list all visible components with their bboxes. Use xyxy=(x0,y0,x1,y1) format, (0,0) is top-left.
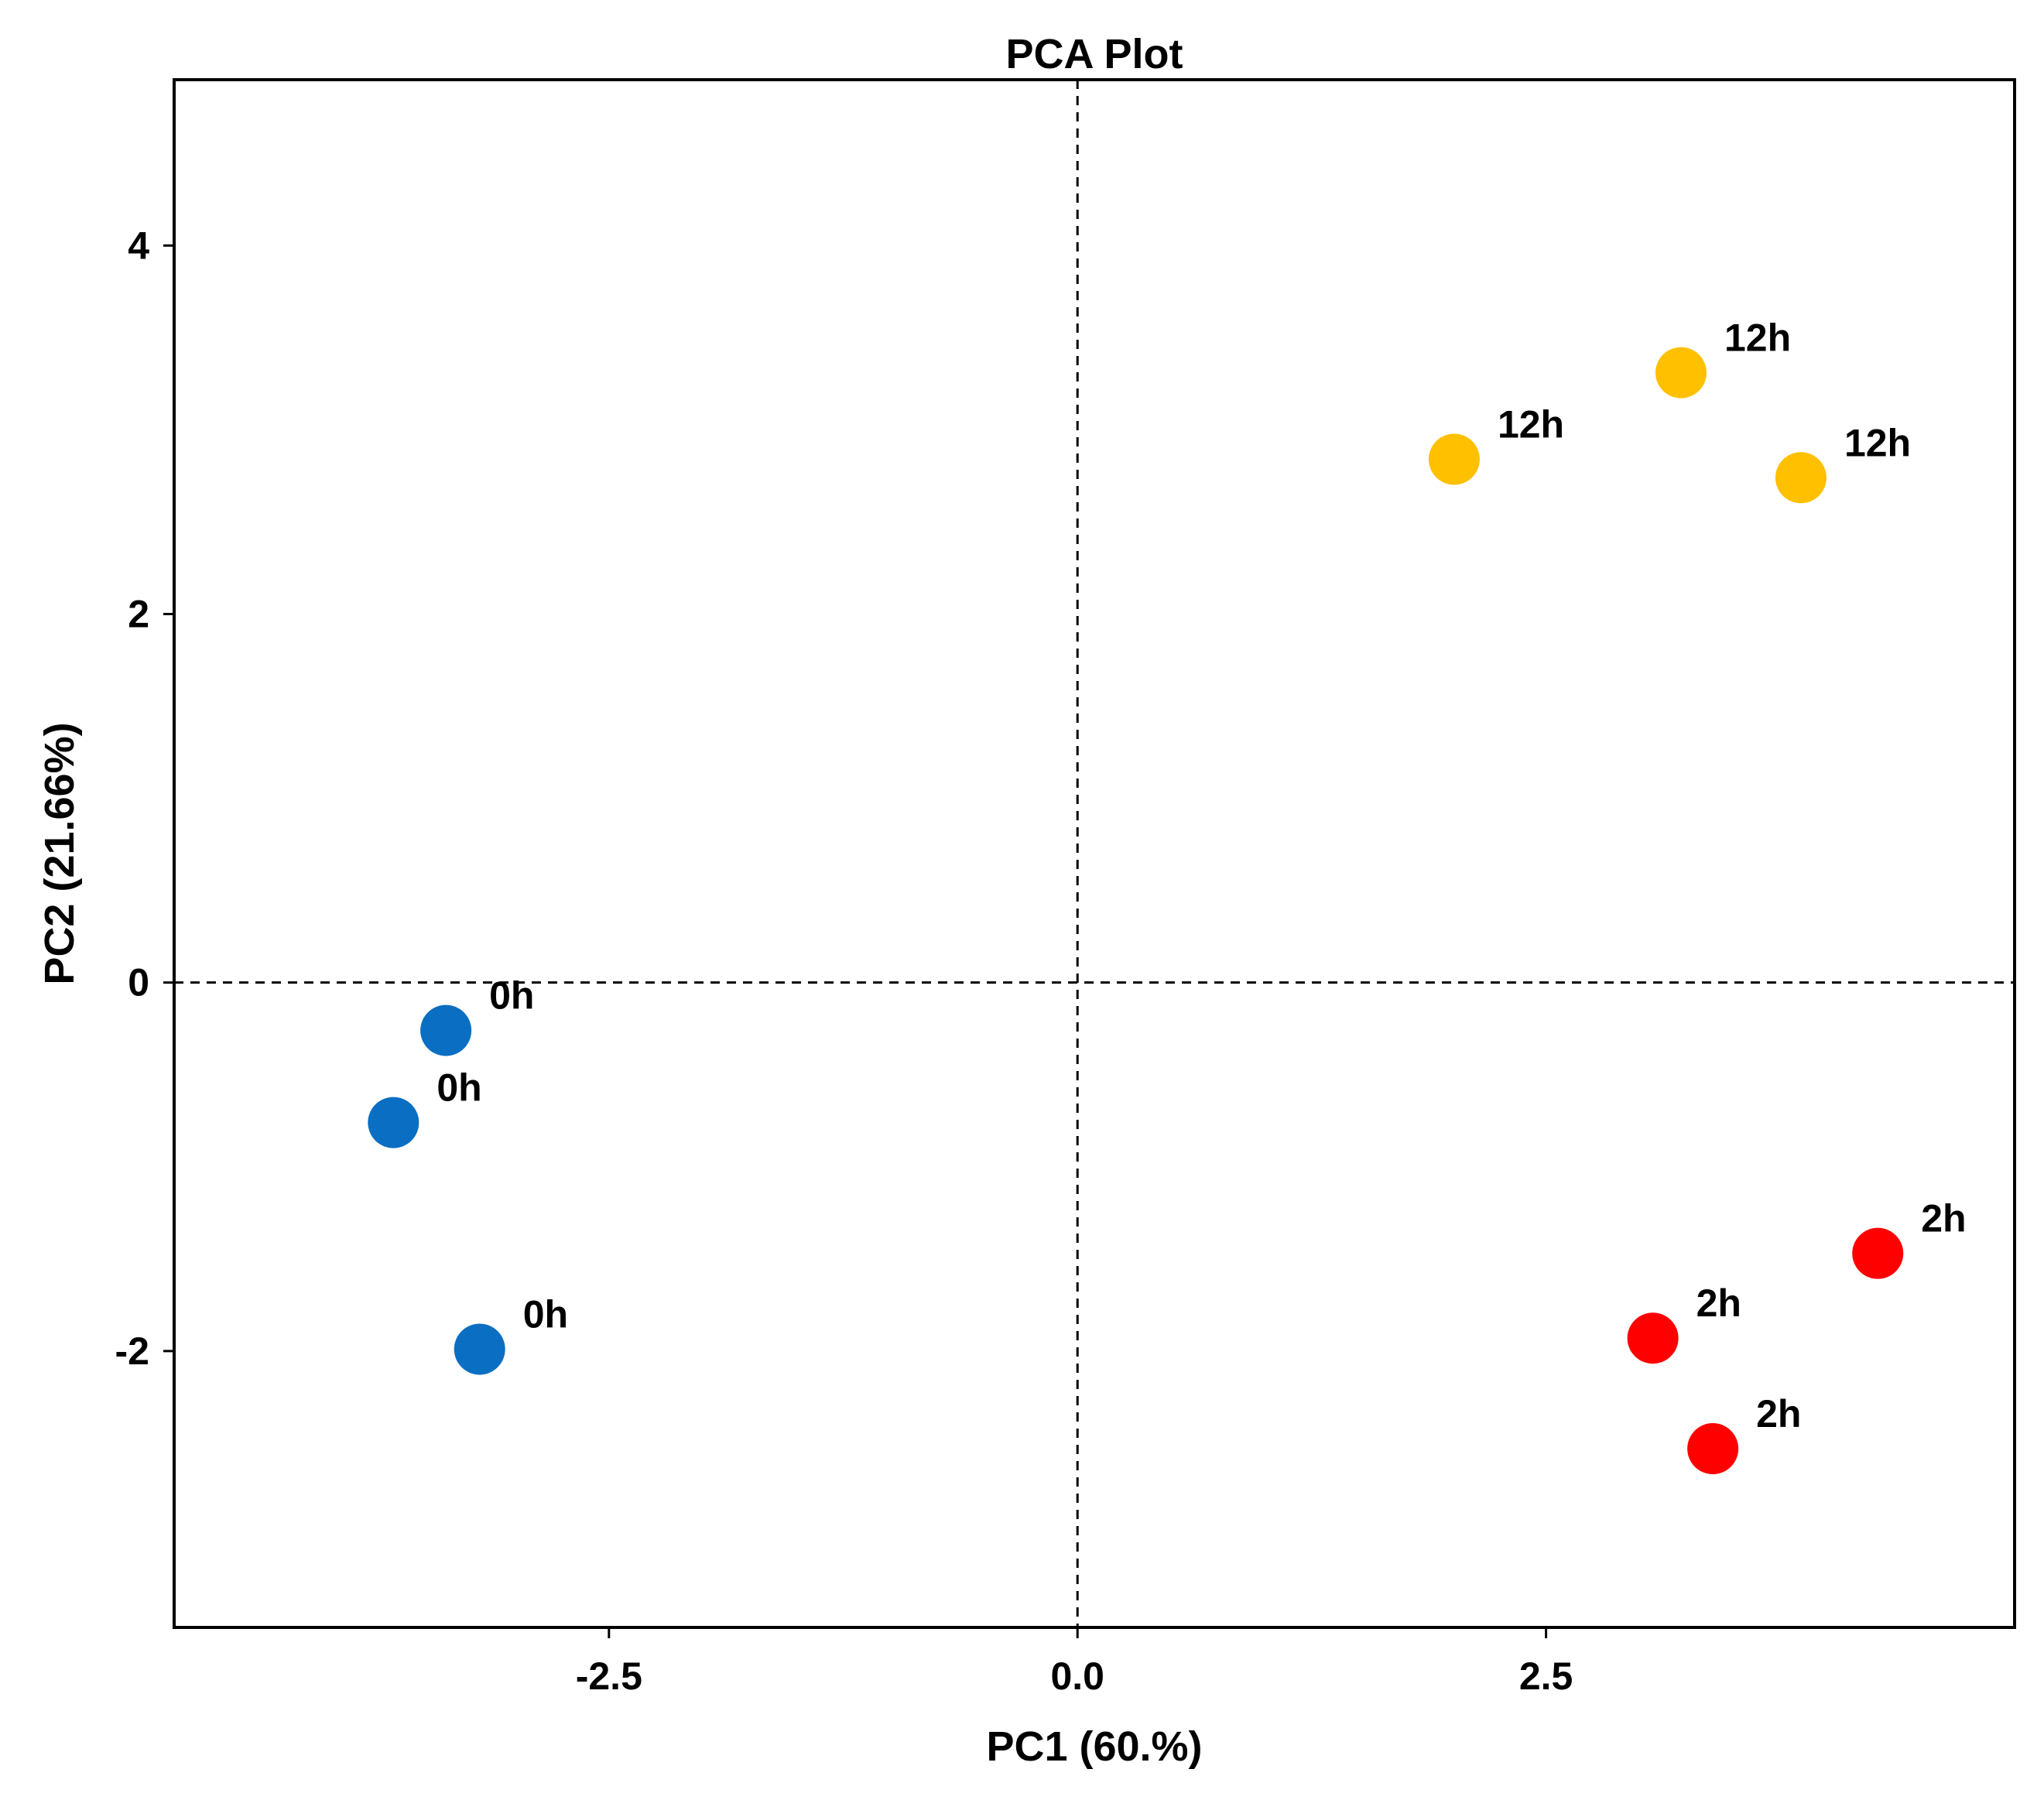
y-tick-label: 0 xyxy=(128,961,149,1004)
plot-frame xyxy=(173,78,2016,1629)
series-0h: 0h 0h 0h xyxy=(368,974,568,1375)
x-tick-label: -2.5 xyxy=(576,1655,642,1698)
data-point xyxy=(1428,433,1480,485)
point-label: 2h xyxy=(1756,1392,1801,1436)
point-label: 12h xyxy=(1724,317,1791,360)
data-point xyxy=(1775,452,1827,504)
data-point xyxy=(1687,1423,1739,1475)
reference-lines xyxy=(174,80,2015,1627)
y-axis-ticks: -2 0 2 4 xyxy=(115,224,174,1373)
chart-title: PCA Plot xyxy=(1006,31,1183,77)
series-12h: 12h 12h 12h xyxy=(1428,317,1911,504)
point-label: 12h xyxy=(1844,421,1911,464)
data-points: 0h 0h 0h 2h 2h 2h 12h 12h 12h xyxy=(368,317,1967,1475)
data-point xyxy=(454,1323,505,1375)
x-tick-label: 2.5 xyxy=(1519,1655,1573,1698)
x-axis-ticks: -2.5 0.0 2.5 xyxy=(576,1627,1573,1698)
point-label: 12h xyxy=(1498,402,1564,446)
data-point xyxy=(1655,347,1707,399)
point-label: 0h xyxy=(437,1066,481,1110)
y-tick-label: -2 xyxy=(115,1329,149,1373)
point-label: 0h xyxy=(489,974,534,1018)
y-tick-label: 2 xyxy=(128,592,149,635)
y-tick-label: 4 xyxy=(128,224,149,267)
y-axis-label: PC2 (21.66%) xyxy=(36,722,83,984)
point-label: 2h xyxy=(1696,1282,1741,1325)
point-label: 0h xyxy=(523,1292,568,1336)
data-point xyxy=(1852,1227,1904,1279)
series-2h: 2h 2h 2h xyxy=(1627,1197,1967,1475)
data-point xyxy=(368,1097,419,1148)
point-label: 2h xyxy=(1921,1197,1966,1240)
x-tick-label: 0.0 xyxy=(1050,1655,1104,1698)
x-axis-label: PC1 (60.%) xyxy=(986,1723,1202,1770)
data-point xyxy=(420,1004,472,1056)
data-point xyxy=(1627,1312,1679,1364)
